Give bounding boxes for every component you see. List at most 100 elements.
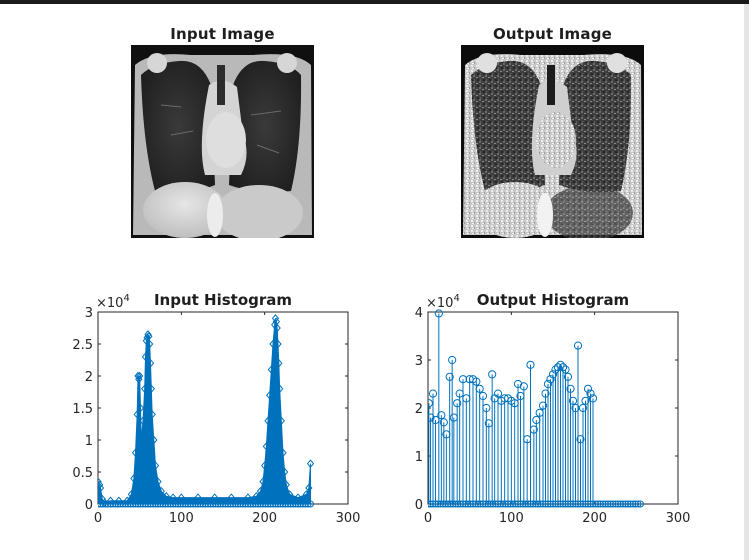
histogram-peak-marker [211,493,219,502]
histogram-marker [119,500,127,508]
input-histogram: Input Histogram ×104 0 100 200 300 0 0.5 1 1.5 2 2.… [72,291,360,526]
x-tick-label: 0 [94,511,102,526]
input-ct-scan [131,45,314,238]
y-tick-label: 1 [85,434,93,449]
histogram-marker [259,500,267,508]
histogram-marker [247,500,254,508]
histogram-peak-marker [147,384,155,394]
histogram-marker [274,500,282,508]
histogram-peak-marker [137,435,145,445]
y-tick-label: 0 [415,498,423,513]
y-exponent-power: 4 [123,293,129,304]
histogram-marker [137,500,144,508]
histogram-peak-marker [154,477,162,486]
stem-marker [448,355,457,365]
stem-marker [556,360,565,369]
histogram-marker [272,500,279,508]
stem-zero-marker [604,500,612,508]
stem-marker [543,379,553,389]
stem-marker [439,418,448,427]
stem-zero-marker [594,500,602,508]
histogram-marker [269,500,277,508]
histogram-peak-marker [127,490,135,499]
histogram-peak-marker [151,461,160,470]
histogram-marker [142,500,149,508]
histogram-peak-marker [274,339,282,349]
histogram-peak-marker [146,358,155,368]
data-marks [98,314,315,508]
stem-marker [581,396,590,405]
histogram-marker [277,500,284,508]
stem-marker [434,309,443,318]
stem-zero-marker [534,500,542,508]
output-histogram: Output Histogram ×104 0 100 200 300 0 1 2 3 4 [415,291,691,526]
histogram-peak-marker [282,480,290,490]
y-exponent-base: ×10 [96,296,123,311]
histogram-peak-marker [133,410,141,419]
stem-marker [576,435,585,444]
histogram-peak-marker [146,339,154,349]
histogram-marker [229,500,237,508]
histogram-marker [159,500,167,508]
stem-zero-marker [614,500,622,508]
histogram-marker [257,500,264,508]
histogram-peak-marker [98,477,102,486]
y-tick-label: 0.5 [72,466,93,481]
histogram-marker [147,500,154,508]
histogram-peak-marker [266,390,274,400]
histogram-peak-marker [150,435,158,445]
histogram-marker [237,500,244,508]
stem-zero-marker [487,500,494,508]
histogram-marker [307,500,314,508]
histogram-peak-marker [177,493,185,502]
histogram-marker [289,500,297,508]
stem-zero-marker [522,500,529,508]
x-tick-label: 100 [169,511,194,526]
histogram-marker [282,500,289,508]
histogram-peak-marker [141,384,149,394]
stem-zero-marker [489,500,497,508]
histogram-peak-marker [279,448,287,458]
stem-zero-marker [627,500,634,508]
y-tick-label: 1.5 [72,402,93,417]
histogram-marker [182,500,189,508]
histogram-marker [207,500,214,508]
histogram-peak-marker [141,352,150,362]
histogram-marker [172,500,179,508]
stem-marker [558,363,568,372]
histogram-marker [179,500,187,508]
histogram-peak-marker [302,490,310,499]
stem-marker [561,365,570,374]
x-tick-label: 200 [252,511,277,526]
stem-zero-marker [624,500,632,508]
histogram-peak-marker [259,477,267,486]
stem-marker [586,389,595,398]
histogram-marker [287,500,294,508]
histogram-marker [214,500,222,508]
stem-zero-marker [442,500,449,508]
histogram-peak-marker [252,492,260,501]
stem-zero-marker [612,500,619,508]
histogram-peak-marker [294,493,302,502]
stem-zero-marker [597,500,604,508]
stem-zero-marker [619,500,627,508]
histogram-marker [162,500,169,508]
histogram-peak-marker [269,339,277,349]
x-tick-label: 100 [499,511,524,526]
histogram-marker [279,500,287,508]
histogram-marker [197,500,204,508]
input-image [131,45,314,238]
histogram-marker [254,500,262,508]
output-ct-scan [461,45,644,238]
histogram-peak-marker [262,442,270,451]
y-tick-label: 2 [85,370,93,385]
stem-marker [478,391,488,401]
stem-marker [553,363,563,372]
stem-zero-marker [602,500,609,508]
histogram-peak-marker [267,365,275,374]
stem-marker [538,401,548,410]
stem-marker [526,360,535,369]
histogram-marker [157,500,164,508]
histogram-peak-marker [101,498,109,507]
histogram-peak-marker [281,467,289,477]
